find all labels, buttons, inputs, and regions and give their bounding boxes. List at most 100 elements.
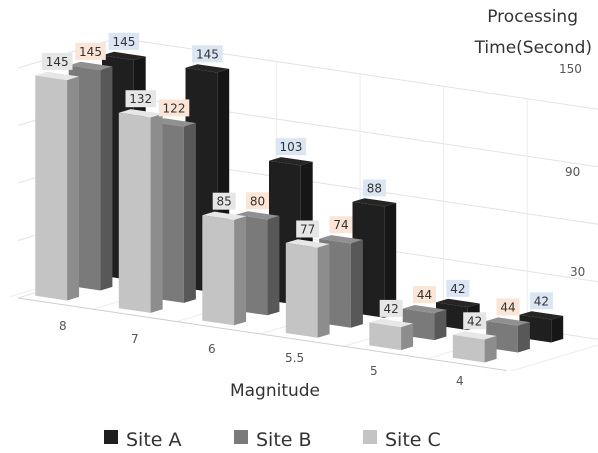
data-label: 42 [379,299,403,317]
gridline [510,344,598,372]
bar-side-face [317,244,330,338]
bar-top-face [185,64,230,73]
bar-top-face [285,239,330,248]
data-label-text: 85 [217,195,232,209]
bar-front-face [35,75,68,301]
y-tick-label: 90 [565,165,580,179]
data-label-text: 42 [534,294,549,308]
x-axis-line [17,297,507,372]
data-label: 44 [413,286,436,304]
data-label: 42 [446,279,470,297]
data-label-background [379,299,403,317]
bar-front-face [202,215,235,326]
bar-side-face [350,239,363,328]
data-label: 132 [125,90,156,108]
data-label: 103 [275,138,307,156]
data-label-background [413,286,436,304]
data-label-text: 103 [279,140,302,154]
data-label-background [463,312,487,330]
y-axis-title-line2: Time(Second) [474,38,592,58]
bar [452,331,497,363]
data-label-text: 42 [450,282,465,296]
data-label: 88 [362,179,386,197]
x-tick-label: 7 [131,332,139,346]
data-label-text: 145 [196,47,219,61]
data-label-background [296,220,320,238]
data-label: 42 [463,312,487,330]
bar-top-face [352,198,397,207]
bar-top-face [269,157,313,166]
bar-front-face [118,112,151,313]
data-label-text: 132 [129,92,152,106]
data-label-background [446,279,470,297]
legend: Site A Site B Site C [104,429,441,451]
bar-top-face [369,318,414,328]
bar-side-face [234,216,247,326]
data-label-text: 80 [250,194,265,208]
legend-label-site-a: Site A [126,429,182,451]
data-label-background [125,90,156,108]
data-label-text: 74 [333,218,348,232]
y-axis-title: Processing Time(Second) [474,7,592,58]
data-label-text: 145 [112,35,135,49]
data-label: 74 [329,216,353,234]
legend-label-site-b: Site B [256,429,312,451]
y-axis-title-line1: Processing [487,7,578,27]
bar-side-face [183,123,196,303]
bar-side-face [517,322,530,353]
x-tick-label: 8 [59,319,67,333]
data-label-background [329,216,353,234]
legend-swatch-site-b [234,430,248,444]
data-label: 145 [75,42,106,60]
bar [35,71,80,301]
data-label: 145 [108,32,140,50]
data-label-background [158,99,190,117]
bar [118,109,163,313]
data-label-background [362,179,386,197]
data-label-text: 42 [467,314,482,328]
data-label-text: 42 [384,302,399,316]
y-axis-ticks: 150 90 30 [559,62,585,279]
bar-top-face [452,331,497,340]
bar-top-face [436,298,480,308]
data-label: 145 [192,45,223,63]
x-axis-title: Magnitude [230,381,320,401]
data-label-background [212,192,236,210]
data-label-background [529,292,553,310]
data-label-background [75,42,106,60]
bar [202,211,247,326]
bar-front-face [369,322,402,351]
bar-top-face [519,311,564,320]
bar-side-face [434,309,447,341]
data-label-background [108,32,140,50]
data-label-text: 44 [417,288,432,302]
bar-side-face [100,66,113,291]
y-tick-label: 150 [559,62,582,76]
bar-front-face [452,334,485,363]
bar-side-face [551,315,564,343]
data-label: 44 [496,298,520,316]
legend-swatch-site-a [104,430,118,444]
data-label-background [42,52,73,70]
bar [369,318,414,351]
bar-front-face [285,242,318,338]
data-label-background [275,138,307,156]
x-tick-label: 6 [208,342,216,356]
bar-top-face [118,109,163,118]
bar-top-face [35,71,80,81]
data-label-background [192,45,223,63]
bar-side-face [267,215,280,316]
bar-top-face [486,317,530,326]
bar-top-face [202,211,247,220]
legend-swatch-site-c [363,430,377,444]
x-axis-ticks: 8 7 6 5.5 5 4 [59,319,464,388]
bar [352,198,397,318]
bar-side-face [484,335,497,363]
bar-top-face [235,211,280,220]
x-tick-label: 5 [370,364,378,378]
data-label-text: 88 [367,181,382,195]
bar [285,239,330,338]
data-label: 80 [246,192,269,210]
bar-side-face [67,76,80,301]
data-label-text: 122 [163,101,186,115]
